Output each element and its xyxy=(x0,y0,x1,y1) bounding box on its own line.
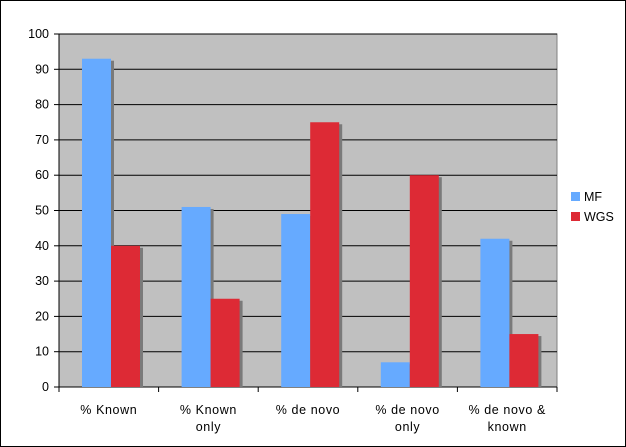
legend-swatch-wgs xyxy=(571,212,580,221)
x-category-label: only xyxy=(196,420,221,434)
bar-mf xyxy=(480,238,510,387)
bar-mf xyxy=(82,58,111,388)
bar-wgs xyxy=(111,245,140,387)
bar-wgs xyxy=(210,298,240,387)
y-tick-label: 0 xyxy=(42,380,49,394)
y-tick-label: 20 xyxy=(35,309,49,323)
bar-wgs xyxy=(509,334,539,387)
y-tick-label: 10 xyxy=(35,345,49,359)
legend-swatch-mf xyxy=(571,192,580,201)
y-tick-label: 60 xyxy=(35,168,49,182)
bar-mf xyxy=(181,206,211,387)
y-tick-label: 40 xyxy=(35,239,49,253)
y-tick-label: 70 xyxy=(35,133,49,147)
x-category-label: % Known xyxy=(80,403,137,417)
x-category-label: % de novo & xyxy=(468,403,546,417)
y-tick-label: 30 xyxy=(35,274,49,288)
x-category-label: % de novo xyxy=(375,403,439,417)
x-category-label: known xyxy=(488,420,527,434)
bar-mf xyxy=(380,362,410,387)
x-category-label: only xyxy=(395,420,420,434)
y-tick-label: 100 xyxy=(28,27,49,41)
bar-wgs xyxy=(409,175,439,387)
x-category-label: % Known xyxy=(180,403,237,417)
y-tick-label: 90 xyxy=(35,62,49,76)
legend-label-mf: MF xyxy=(584,190,602,204)
y-tick-label: 50 xyxy=(35,204,49,218)
y-tick-label: 80 xyxy=(35,98,49,112)
bar-wgs xyxy=(310,122,340,387)
bar-mf xyxy=(281,214,311,387)
legend-label-wgs: WGS xyxy=(584,210,614,224)
x-category-label: % de novo xyxy=(276,403,340,417)
